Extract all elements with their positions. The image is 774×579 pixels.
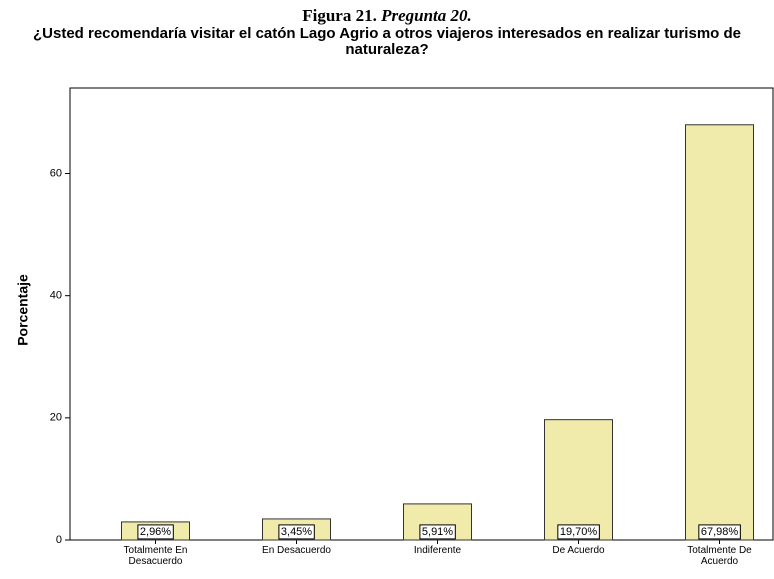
x-tick-label-box: Indiferente	[413, 545, 462, 556]
x-tick-label-box: Totalmente De Acuerdo	[687, 545, 752, 567]
figure-heading: Figura 21. Pregunta 20.	[0, 6, 774, 26]
data-label-box	[419, 524, 456, 540]
x-tick-label: Indiferente	[413, 545, 462, 556]
data-label: 2,96%	[140, 526, 171, 538]
x-tick-label-box: En Desacuerdo	[262, 545, 331, 556]
data-label: 67,98%	[701, 526, 739, 538]
x-tick-label: De Acuerdo	[552, 545, 605, 556]
data-label-box	[698, 524, 741, 540]
x-tick-label: En Desacuerdo	[262, 545, 331, 556]
data-label: 3,45%	[281, 526, 312, 538]
x-tick-label: Totalmente En Desacuerdo	[123, 545, 188, 567]
bar	[685, 124, 754, 541]
x-tick-label-box: Totalmente En Desacuerdo	[123, 545, 188, 567]
data-label-box	[137, 524, 174, 540]
data-label-box	[278, 524, 315, 540]
data-label-box	[557, 524, 600, 540]
figure-label: Figura 21.	[302, 6, 377, 25]
x-tick-label-box: De Acuerdo	[552, 545, 605, 556]
data-label: 19,70%	[560, 526, 598, 538]
bar	[544, 419, 613, 541]
y-tick-label: 0	[56, 534, 62, 546]
x-tick-label: Totalmente De Acuerdo	[687, 545, 752, 567]
y-tick-label: 40	[50, 290, 62, 302]
y-tick-label: 60	[50, 167, 62, 179]
header: Figura 21. Pregunta 20. ¿Usted recomenda…	[0, 0, 774, 58]
chart-title: ¿Usted recomendaría visitar el catón Lag…	[32, 25, 741, 58]
y-axis-label: Porcentaje	[15, 274, 31, 346]
plot-frame	[69, 87, 774, 541]
data-label: 5,91%	[422, 526, 453, 538]
figure-caption: Pregunta 20.	[381, 6, 472, 25]
y-tick-label: 20	[50, 412, 62, 424]
